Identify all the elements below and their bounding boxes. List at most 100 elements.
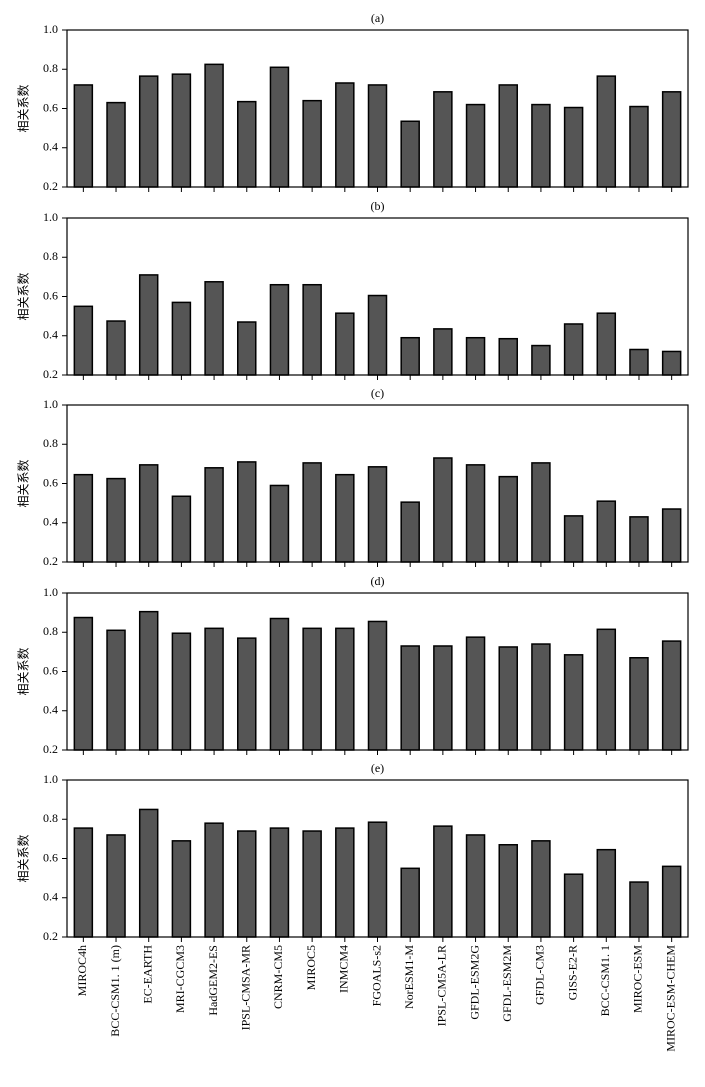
bar <box>433 457 453 563</box>
bar <box>204 627 224 751</box>
y-tick-label: 0.8 <box>43 811 58 825</box>
bar <box>335 827 355 938</box>
bar <box>563 515 584 563</box>
y-tick-label: 0.2 <box>43 554 58 568</box>
bar <box>661 508 682 563</box>
bar <box>106 629 126 751</box>
x-tick-label: GFDL-ESM2G <box>467 945 481 1020</box>
bar <box>563 106 584 188</box>
x-tick-label: BCC-CSM1. 1 (m) <box>108 945 122 1037</box>
bar <box>106 477 126 563</box>
bar <box>596 75 617 188</box>
bar <box>237 830 257 938</box>
bar <box>138 464 159 563</box>
bar <box>400 867 420 938</box>
bar <box>302 627 322 751</box>
bar <box>661 350 682 376</box>
bar <box>498 646 518 751</box>
bar <box>433 645 453 751</box>
x-tick-label: NorESM1-M <box>402 945 416 1009</box>
x-tick-label: IPSL-CMSA-MR <box>239 945 253 1030</box>
bar <box>106 320 126 376</box>
y-tick-label: 0.8 <box>43 61 58 75</box>
y-tick-label: 0.4 <box>43 890 58 904</box>
bar <box>171 840 192 938</box>
bar <box>171 495 192 563</box>
bar <box>237 461 257 563</box>
bar <box>498 475 518 563</box>
bar <box>106 101 126 188</box>
x-tick-label: HadGEM2-ES <box>206 945 220 1016</box>
bar <box>531 643 551 751</box>
bar <box>138 808 159 938</box>
bar <box>73 305 94 376</box>
y-tick-label: 0.2 <box>43 742 58 756</box>
bar <box>498 84 518 188</box>
y-tick-label: 0.6 <box>43 475 58 489</box>
bar <box>335 627 355 751</box>
bar <box>73 827 94 938</box>
bar <box>465 636 486 751</box>
x-tick-label: GFDL-ESM2M <box>500 945 514 1022</box>
bar <box>335 82 355 188</box>
bar <box>596 500 617 563</box>
bar <box>400 645 420 751</box>
x-tick-label: MIROC5 <box>304 945 318 990</box>
bar <box>269 827 290 938</box>
bar <box>563 654 584 751</box>
plot-frame <box>66 29 689 188</box>
bar <box>629 881 649 938</box>
y-tick-label: 1.0 <box>43 22 58 36</box>
bar <box>171 73 192 188</box>
bar <box>433 328 453 376</box>
bar <box>596 848 617 938</box>
bar <box>531 344 551 376</box>
plot-frame <box>66 404 689 563</box>
bar <box>335 312 355 376</box>
y-tick-label: 1.0 <box>43 772 58 786</box>
bar <box>433 91 453 188</box>
bar <box>138 75 159 188</box>
y-tick-label: 0.2 <box>43 179 58 193</box>
bar <box>269 66 290 188</box>
bar <box>302 99 322 188</box>
bar <box>629 657 649 751</box>
panel-title: (e) <box>371 761 384 775</box>
bar <box>563 323 584 376</box>
y-tick-label: 1.0 <box>43 397 58 411</box>
y-tick-label: 0.6 <box>43 100 58 114</box>
y-tick-label: 1.0 <box>43 585 58 599</box>
bar <box>367 466 388 563</box>
bar <box>335 473 355 563</box>
bar <box>302 462 322 563</box>
x-tick-label: IPSL-CM5A-LR <box>435 945 449 1026</box>
bar <box>138 274 159 376</box>
bar <box>302 830 322 938</box>
y-axis-label: 相关系数 <box>16 834 31 882</box>
bar <box>73 84 94 188</box>
x-tick-label: MIROC-ESM <box>631 945 645 1013</box>
panel-title: (d) <box>371 574 385 588</box>
bar <box>269 484 290 563</box>
bar <box>302 283 322 376</box>
y-axis-label: 相关系数 <box>16 459 31 507</box>
panel-title: (a) <box>371 11 384 25</box>
x-tick-label: BCC-CSM1. 1 <box>598 945 612 1016</box>
x-tick-label: MRI-CGCM3 <box>173 945 187 1013</box>
bar <box>367 620 388 751</box>
panel-title: (b) <box>371 199 385 213</box>
bar <box>400 336 420 376</box>
bar <box>171 301 192 376</box>
y-axis-label: 相关系数 <box>16 647 31 695</box>
y-tick-label: 0.4 <box>43 703 58 717</box>
x-tick-label: MIROC-ESM-CHEM <box>663 945 677 1052</box>
bar <box>400 501 420 563</box>
bar <box>237 637 257 751</box>
bar <box>73 473 94 563</box>
x-tick-label: GISS-E2-R <box>565 945 579 1000</box>
bar <box>596 628 617 751</box>
bar <box>204 467 224 563</box>
y-axis-label: 相关系数 <box>16 272 31 320</box>
y-tick-label: 0.8 <box>43 624 58 638</box>
